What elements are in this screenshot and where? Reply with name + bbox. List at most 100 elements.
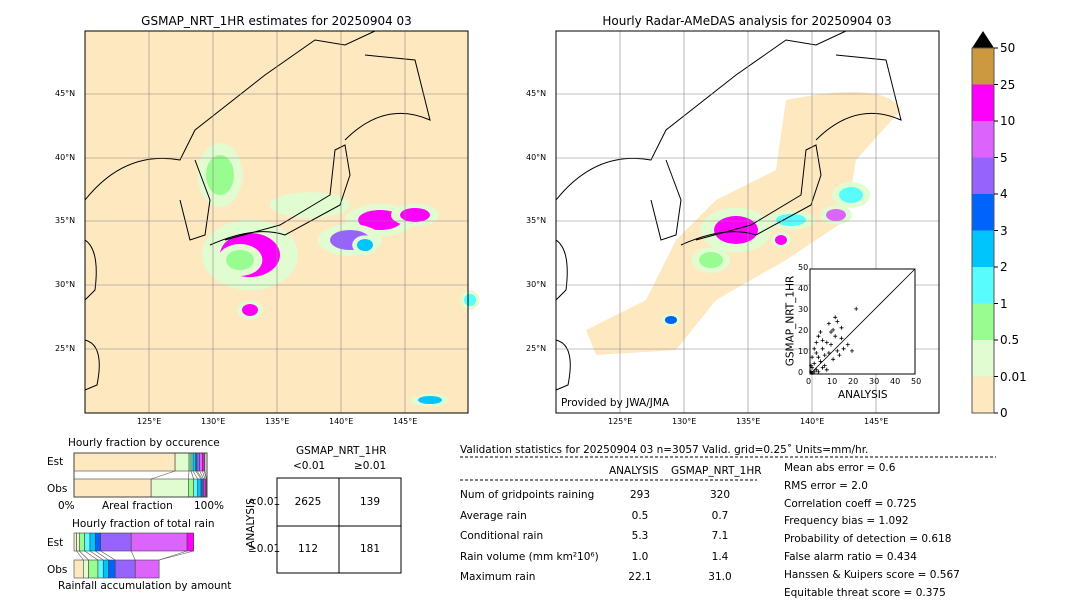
fraction-segment — [186, 532, 195, 552]
scatter-y-tick: 0 — [798, 368, 804, 377]
lon-tick-label: 145°E — [864, 417, 889, 426]
stats-header: Validation statistics for 20250904 03 n=… — [460, 444, 869, 456]
occ-tick-100: 100% — [194, 500, 225, 512]
colorbar-label: 3 — [1000, 223, 1008, 238]
scatter-point — [810, 370, 815, 375]
scatter-point — [820, 338, 825, 343]
colorbar-label: 1 — [1000, 296, 1008, 311]
scatter-point — [824, 340, 829, 345]
colorbar-segment — [972, 121, 994, 158]
connector-line — [95, 550, 109, 561]
lat-tick-label: 45°N — [526, 89, 547, 98]
score-line: Probability of detection = 0.618 — [784, 533, 952, 546]
rain-obs-label: Obs — [47, 564, 68, 576]
colorbar-segment — [972, 194, 994, 231]
colorbar-segment — [972, 303, 994, 340]
scatter-point — [829, 342, 833, 347]
lon-tick-label: 140°E — [800, 417, 825, 426]
scatter-point — [822, 363, 827, 368]
fraction-segment — [84, 532, 91, 552]
cont-row-1: ≥0.01 — [248, 543, 281, 555]
scatter-x-tick: 30 — [869, 377, 880, 386]
lon-tick-label: 130°E — [672, 417, 697, 426]
colorbar-label: 4 — [1000, 187, 1008, 201]
cont-title: GSMAP_NRT_1HR — [296, 445, 387, 457]
fraction-segment — [193, 478, 198, 498]
stats-g: 0.7 — [711, 509, 729, 522]
connector-line — [151, 470, 176, 480]
connector-line — [76, 550, 84, 561]
fraction-segment — [192, 452, 196, 472]
scatter-point — [820, 365, 825, 370]
connector-line — [100, 550, 116, 561]
score-line: RMS error = 2.0 — [784, 479, 868, 492]
scatter-y-tick: 10 — [798, 347, 809, 356]
scatter-point — [854, 306, 859, 311]
occ-tick-0: 0% — [58, 500, 75, 512]
scatter-point — [850, 348, 854, 353]
occurrence-frame — [73, 452, 208, 498]
scatter-point — [831, 327, 836, 332]
stats-a: 0.5 — [631, 509, 649, 522]
fraction-segment — [94, 532, 101, 552]
scatter-y-tick: 30 — [798, 305, 809, 314]
occ-obs-label: Obs — [47, 483, 68, 495]
colorbar-label: 10 — [1000, 114, 1016, 128]
stats-label: Maximum rain — [460, 571, 536, 583]
coastline — [84, 30, 431, 391]
scatter-point — [822, 353, 827, 358]
map-frame — [84, 30, 469, 414]
scatter-point — [826, 321, 831, 326]
lon-tick-label: 125°E — [137, 417, 162, 426]
fraction-segment — [196, 452, 200, 472]
colorbar-label: 0 — [1000, 406, 1008, 420]
score-line: Correlation coeff = 0.725 — [784, 497, 917, 510]
cont-cell: 139 — [359, 496, 381, 508]
rain-area — [418, 396, 442, 404]
scatter-point — [839, 325, 844, 330]
occ-est-label: Est — [47, 456, 64, 468]
lon-tick-label: 125°E — [608, 417, 633, 426]
scatter-point — [812, 361, 817, 366]
fraction-segment — [204, 452, 206, 472]
rain-area — [206, 155, 234, 195]
fraction-segment — [108, 559, 116, 579]
rain-area — [826, 209, 846, 221]
score-line: False alarm ratio = 0.434 — [784, 551, 917, 563]
fraction-segment — [130, 532, 188, 552]
scatter-point — [812, 346, 817, 351]
fraction-segment — [97, 559, 104, 579]
scatter-y-tick: 40 — [798, 284, 809, 293]
scatter-x-tick: 20 — [848, 377, 859, 386]
scatter-point — [837, 353, 842, 358]
stats-label: Rain volume (mm km²10⁶) — [460, 550, 599, 563]
scatter-point — [833, 334, 838, 339]
scatter-y-tick: 50 — [798, 263, 809, 272]
scatter-point — [814, 340, 819, 345]
fraction-segment — [73, 559, 84, 579]
scatter-ylabel: GSMAP_NRT_1HR — [784, 275, 797, 367]
rain-title: Hourly fraction of total rain — [72, 518, 215, 530]
stats-a: 1.0 — [631, 550, 649, 563]
scatter-point — [839, 336, 844, 341]
connector-line — [202, 470, 206, 480]
rain-area — [464, 294, 476, 306]
lon-tick-label: 145°E — [393, 417, 418, 426]
cont-cell: 112 — [297, 543, 319, 555]
scatter-point — [826, 351, 831, 355]
rain-est-label: Est — [47, 537, 64, 549]
stats-g: 1.4 — [711, 550, 729, 563]
fraction-segment — [204, 478, 207, 498]
stats-a: 22.1 — [628, 571, 652, 583]
fraction-segment — [174, 452, 190, 472]
rain-area — [285, 197, 335, 213]
score-line: Hanssen & Kuipers score = 0.567 — [784, 568, 960, 581]
lat-tick-label: 35°N — [55, 216, 76, 225]
connector-line — [89, 550, 104, 561]
cont-col-0: <0.01 — [293, 460, 326, 472]
colorbar-label: 5 — [1000, 150, 1008, 165]
lat-tick-label: 30°N — [55, 280, 76, 289]
colorbar-label: 0.01 — [1000, 369, 1027, 384]
scatter-point — [835, 348, 840, 353]
